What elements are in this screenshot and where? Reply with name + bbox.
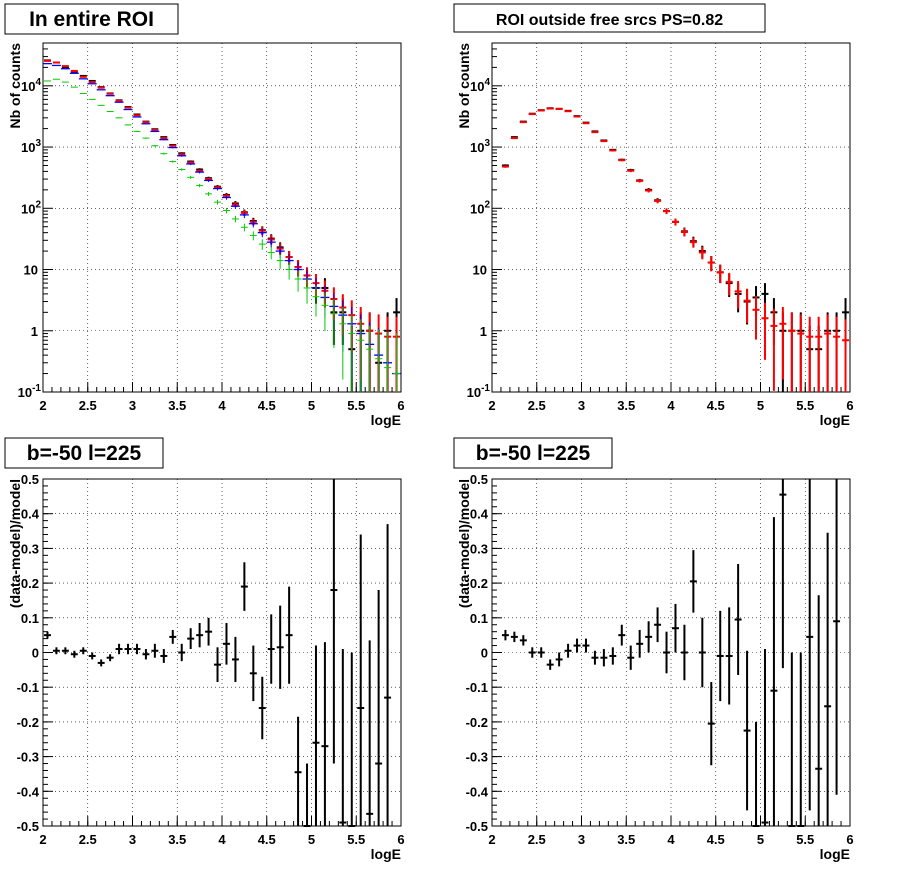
chart-panel-1: 2 2.5 3 3.5 4 4.5 5 5.5 6 10-1 1 10 102 103 104 logE Nb … bbox=[4, 3, 405, 428]
plot-frame bbox=[491, 478, 851, 827]
y-axis-label: Nb of counts bbox=[7, 43, 23, 129]
y-tick-label: -0.4 bbox=[466, 784, 489, 799]
chart-panel-4: 2 2.5 3 3.5 4 4.5 5 5.5 6 -0.5 -0.4 -0.3 -0.2 -0.1 0 0.… bbox=[453, 437, 854, 862]
y-tick-label: -0.2 bbox=[466, 715, 488, 730]
x-tick-label: 2.5 bbox=[79, 832, 97, 847]
x-axis-label: logE bbox=[371, 412, 401, 428]
x-tick-label: 2 bbox=[39, 398, 46, 413]
x-tick-label: 6 bbox=[397, 832, 404, 847]
y-tick-label: 104 bbox=[470, 77, 490, 94]
x-tick-label: 3.5 bbox=[617, 832, 635, 847]
x-tick-label: 2 bbox=[488, 398, 495, 413]
y-tick-label: 10-1 bbox=[18, 383, 42, 400]
plot-frame bbox=[491, 42, 851, 393]
x-tick-label: 3 bbox=[129, 832, 136, 847]
y-tick-label: 0 bbox=[32, 646, 39, 661]
x-tick-label: 5 bbox=[308, 398, 315, 413]
x-tick-label: 4 bbox=[667, 398, 675, 413]
y-tick-label: 10 bbox=[24, 263, 38, 278]
y-tick-label: 1 bbox=[31, 324, 38, 339]
y-tick-label: 0.1 bbox=[470, 611, 488, 626]
x-tick-label: 6 bbox=[397, 398, 404, 413]
y-tick-label: 104 bbox=[21, 77, 41, 94]
x-tick-label: 4.5 bbox=[258, 832, 276, 847]
x-tick-label: 4.5 bbox=[258, 398, 276, 413]
y-axis-label: (data-model)/model bbox=[7, 479, 23, 608]
x-tick-label: 4 bbox=[218, 832, 226, 847]
x-tick-label: 4.5 bbox=[707, 832, 725, 847]
y-tick-label: 102 bbox=[470, 199, 490, 216]
x-tick-label: 3 bbox=[129, 398, 136, 413]
x-tick-label: 5.5 bbox=[796, 398, 814, 413]
chart-title: ROI outside free srcs PS=0.82 bbox=[496, 12, 723, 29]
y-tick-label: 0.2 bbox=[21, 576, 39, 591]
y-tick-label: 0.4 bbox=[470, 507, 489, 522]
x-tick-label: 6 bbox=[846, 398, 853, 413]
data-series-1 bbox=[44, 479, 392, 827]
y-tick-label: 102 bbox=[21, 199, 41, 216]
y-axis-label: Nb of counts bbox=[456, 43, 472, 129]
y-axis-label: (data-model)/model bbox=[456, 479, 472, 608]
title-box bbox=[4, 3, 179, 35]
x-tick-label: 2 bbox=[39, 832, 46, 847]
y-tick-label: 0.2 bbox=[470, 576, 488, 591]
x-tick-label: 5.5 bbox=[347, 832, 365, 847]
x-tick-label: 6 bbox=[846, 832, 853, 847]
x-tick-label: 5 bbox=[757, 832, 764, 847]
y-tick-label: 1 bbox=[480, 324, 487, 339]
x-tick-label: 2.5 bbox=[79, 398, 97, 413]
y-tick-label: 0.3 bbox=[21, 541, 39, 556]
x-tick-label: 2.5 bbox=[528, 398, 546, 413]
x-tick-label: 5.5 bbox=[347, 398, 365, 413]
plot-frame bbox=[42, 478, 402, 827]
y-tick-label: 10 bbox=[473, 263, 487, 278]
data-series-4 bbox=[44, 78, 400, 392]
y-tick-label: 0.4 bbox=[21, 507, 40, 522]
y-tick-label: -0.2 bbox=[17, 715, 39, 730]
x-tick-label: 2.5 bbox=[528, 832, 546, 847]
y-tick-label: 103 bbox=[21, 138, 41, 155]
y-tick-label: 0.5 bbox=[470, 472, 488, 487]
y-tick-label: -0.4 bbox=[17, 784, 40, 799]
chart-title: b=-50 l=225 bbox=[476, 442, 591, 465]
x-tick-label: 4 bbox=[218, 398, 226, 413]
chart-title: In entire ROI bbox=[29, 8, 154, 31]
y-tick-label: -0.5 bbox=[466, 819, 488, 834]
x-tick-label: 3.5 bbox=[617, 398, 635, 413]
y-tick-label: 0.3 bbox=[470, 541, 488, 556]
y-tick-label: 0 bbox=[481, 646, 488, 661]
x-tick-label: 3 bbox=[578, 832, 585, 847]
x-tick-label: 5 bbox=[308, 832, 315, 847]
x-axis-label: logE bbox=[820, 846, 850, 862]
y-tick-label: -0.3 bbox=[17, 750, 39, 765]
x-tick-label: 3.5 bbox=[168, 832, 186, 847]
x-tick-label: 3.5 bbox=[168, 398, 186, 413]
plot-frame bbox=[42, 42, 402, 393]
data-series-2 bbox=[501, 107, 849, 392]
chart-panel-3: 2 2.5 3 3.5 4 4.5 5 5.5 6 -0.5 -0.4 -0.3 -0.2 -0.1 0 0.… bbox=[4, 437, 405, 862]
y-tick-label: -0.1 bbox=[466, 680, 488, 695]
y-tick-label: -0.5 bbox=[17, 819, 39, 834]
chart-panel-2: 2 2.5 3 3.5 4 4.5 5 5.5 6 10-1 1 10 102 103 104 logE Nb … bbox=[453, 3, 854, 428]
title-box bbox=[453, 437, 613, 469]
x-tick-label: 4.5 bbox=[707, 398, 725, 413]
chart-title: b=-50 l=225 bbox=[27, 442, 142, 465]
y-tick-label: 0.5 bbox=[21, 472, 39, 487]
y-tick-label: -0.1 bbox=[17, 680, 39, 695]
data-series-1 bbox=[501, 479, 841, 827]
y-tick-label: -0.3 bbox=[466, 750, 488, 765]
x-tick-label: 2 bbox=[488, 832, 495, 847]
y-tick-label: 0.1 bbox=[21, 611, 39, 626]
title-box bbox=[4, 437, 164, 469]
x-axis-label: logE bbox=[820, 412, 850, 428]
title-box bbox=[453, 3, 766, 33]
y-tick-label: 103 bbox=[470, 138, 490, 155]
x-tick-label: 5.5 bbox=[796, 832, 814, 847]
y-tick-label: 10-1 bbox=[467, 383, 491, 400]
x-tick-label: 3 bbox=[578, 398, 585, 413]
x-tick-label: 5 bbox=[757, 398, 764, 413]
x-tick-label: 4 bbox=[667, 832, 675, 847]
x-axis-label: logE bbox=[371, 846, 401, 862]
